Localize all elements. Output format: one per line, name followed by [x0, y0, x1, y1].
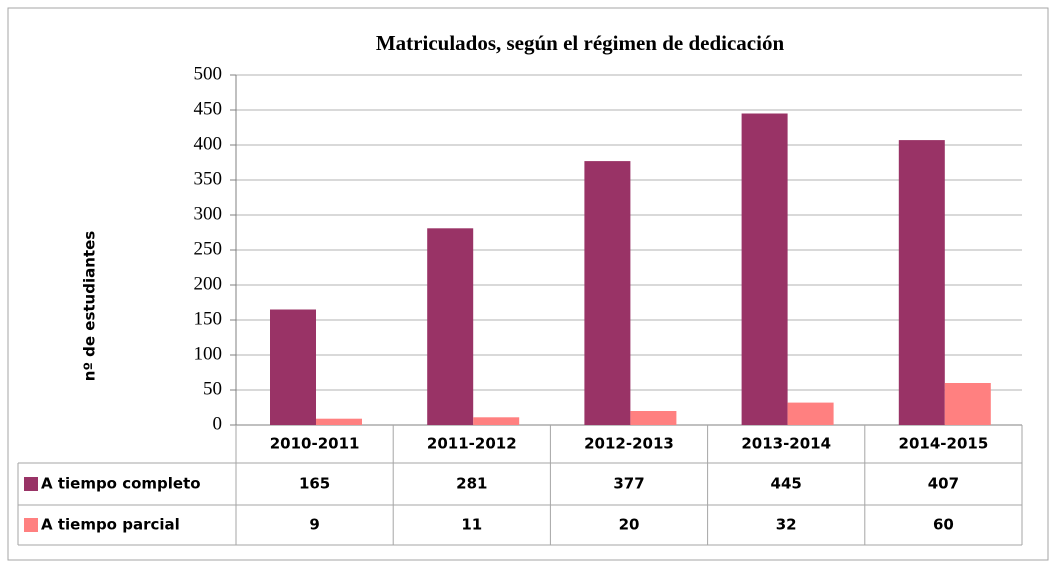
- y-tick-label: 400: [194, 133, 223, 154]
- bar: [270, 309, 316, 425]
- chart-border: [7, 7, 1049, 561]
- table-value: 445: [771, 475, 802, 493]
- bar: [898, 140, 945, 425]
- y-tick-label: 350: [194, 168, 223, 189]
- bar: [584, 161, 631, 425]
- y-tick-label: 450: [194, 98, 223, 119]
- bar: [944, 383, 991, 425]
- table-value: 60: [933, 516, 954, 534]
- table-value: 11: [461, 516, 482, 534]
- bar: [316, 418, 362, 425]
- table-value: 20: [619, 516, 640, 534]
- table-value: 377: [613, 475, 644, 493]
- legend-label: A tiempo completo: [41, 475, 201, 493]
- chart-title: Matriculados, según el régimen de dedica…: [376, 31, 785, 55]
- bar: [787, 402, 834, 425]
- y-axis-label: nº de estudiantes: [81, 231, 99, 381]
- table-value: 32: [776, 516, 797, 534]
- x-tick-label: 2014-2015: [899, 435, 989, 453]
- bar: [741, 113, 788, 425]
- y-tick-label: 200: [194, 273, 223, 294]
- x-tick-label: 2011-2012: [427, 435, 517, 453]
- y-tick-label: 500: [194, 63, 223, 84]
- table-value: 281: [456, 475, 487, 493]
- legend-swatch: [24, 518, 38, 532]
- x-tick-label: 2012-2013: [584, 435, 674, 453]
- y-tick-label: 150: [194, 308, 223, 329]
- x-tick-label: 2010-2011: [270, 435, 360, 453]
- bar: [630, 411, 677, 425]
- y-tick-label: 100: [194, 343, 223, 364]
- legend-label: A tiempo parcial: [41, 516, 180, 534]
- x-tick-label: 2013-2014: [741, 435, 831, 453]
- y-tick-label: 250: [194, 238, 223, 259]
- y-tick-label: 0: [213, 413, 223, 434]
- legend-swatch: [24, 477, 38, 491]
- bar: [427, 228, 474, 425]
- y-tick-label: 50: [203, 378, 222, 399]
- y-tick-label: 300: [194, 203, 223, 224]
- table-value: 407: [928, 475, 959, 493]
- table-value: 165: [299, 475, 330, 493]
- table-value: 9: [309, 516, 319, 534]
- bar: [473, 417, 520, 425]
